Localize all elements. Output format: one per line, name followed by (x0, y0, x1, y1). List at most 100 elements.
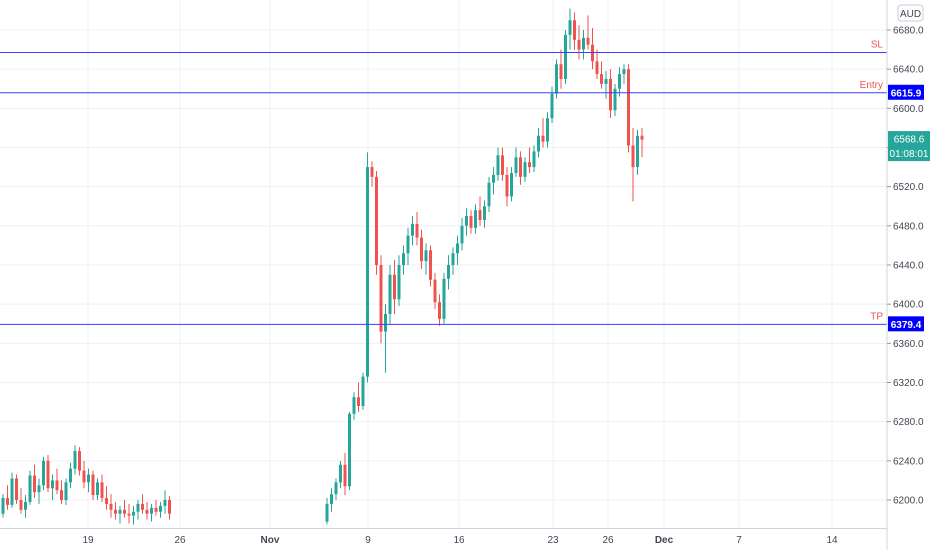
candle-57 (411, 216, 414, 246)
candle-23 (105, 486, 108, 510)
candle-body-34 (154, 507, 158, 512)
candle-29 (132, 505, 135, 525)
y-tick-label-8: 6520.0 (893, 182, 924, 193)
candle-104 (622, 64, 626, 84)
candle-70 (469, 210, 473, 234)
candle-body-23 (105, 498, 108, 504)
candle-body-87 (546, 118, 549, 142)
candle-body-88 (550, 93, 554, 119)
candle-30 (136, 500, 140, 520)
y-tick-label-2: 6280.0 (893, 417, 924, 428)
candle-40 (334, 478, 338, 500)
candle-body-96 (586, 37, 590, 45)
candle-body-98 (595, 61, 599, 75)
last-price-countdown: 01:08:01 (890, 149, 929, 160)
candle-105 (627, 64, 630, 153)
candle-body-63 (438, 302, 441, 319)
candle-body-69 (465, 216, 468, 226)
candle-13 (60, 480, 63, 504)
candle-99 (600, 61, 603, 89)
candle-body-100 (604, 78, 608, 84)
candle-body-79 (510, 172, 513, 197)
candle-body-22 (100, 482, 104, 499)
candle-45 (357, 382, 360, 412)
candle-body-20 (91, 474, 95, 496)
candle-body-41 (339, 464, 342, 483)
candle-77 (501, 147, 504, 181)
candle-body-36 (163, 500, 167, 506)
candle-body-35 (159, 505, 162, 512)
candle-106 (631, 127, 635, 202)
candle-body-8 (37, 485, 41, 493)
candle-19 (87, 468, 90, 493)
candle-body-19 (87, 474, 90, 483)
candle-78 (505, 167, 509, 207)
candle-74 (487, 176, 491, 213)
candle-body-21 (96, 482, 99, 496)
candle-body-75 (492, 174, 495, 183)
currency-label: AUD (900, 9, 921, 20)
level-badge-entry: 6615.9 (888, 84, 924, 100)
candle-body-57 (411, 223, 414, 236)
candle-56 (406, 227, 410, 265)
y-tick-label-3: 6320.0 (893, 378, 924, 389)
candle-18 (82, 460, 86, 489)
levels: SL Entry TP (0, 40, 887, 325)
candle-90 (559, 49, 563, 89)
level-label-tp: TP (870, 311, 883, 322)
candle-body-94 (577, 39, 581, 50)
candle-body-30 (136, 503, 140, 512)
candle-14 (64, 478, 68, 505)
candle-36 (163, 490, 167, 514)
candle-72 (478, 196, 482, 226)
currency-button[interactable]: AUD (897, 4, 924, 22)
y-tick-label-1: 6240.0 (893, 456, 924, 467)
x-axis-ticks: 19 26 Nov 9 16 23 26 Dec 7 14 (82, 535, 838, 546)
candle-85 (537, 127, 540, 158)
candle-101 (609, 69, 612, 119)
candle-48 (370, 161, 374, 187)
candle-body-25 (114, 509, 117, 514)
candle-83 (528, 147, 531, 173)
candle-body-47 (366, 167, 369, 377)
candle-58 (415, 212, 419, 246)
candle-body-105 (627, 69, 630, 146)
candle-52 (388, 265, 392, 324)
candle-body-5 (24, 501, 27, 510)
candle-body-15 (69, 468, 72, 483)
candle-body-11 (51, 480, 54, 489)
candle-body-64 (442, 278, 446, 319)
candle-15 (69, 462, 72, 489)
y-tick-label-7: 6480.0 (893, 221, 924, 232)
x-tick-label-5: 23 (547, 535, 559, 546)
y-tick-label-6: 6440.0 (893, 261, 924, 272)
y-tick-label-0: 6200.0 (893, 496, 924, 507)
candle-92 (568, 8, 572, 50)
candle-69 (465, 208, 468, 236)
candle-body-102 (613, 88, 617, 111)
candle-84 (532, 145, 536, 172)
candle-4 (19, 488, 23, 514)
candle-body-40 (334, 482, 338, 495)
candle-body-24 (109, 503, 113, 510)
candle-body-53 (393, 274, 396, 300)
candle-73 (483, 200, 486, 228)
candle-3 (15, 474, 18, 504)
candle-62 (433, 272, 437, 310)
candle-50 (379, 255, 383, 344)
candle-body-1 (6, 498, 9, 505)
candle-32 (145, 501, 149, 520)
level-label-sl: SL (871, 40, 884, 51)
candle-66 (451, 247, 455, 275)
candle-body-55 (402, 253, 405, 265)
candle-body-72 (478, 210, 482, 220)
candle-body-6 (28, 475, 32, 502)
candle-body-84 (532, 151, 536, 168)
candle-86 (541, 118, 545, 148)
candle-96 (586, 15, 590, 50)
candle-body-76 (496, 155, 500, 175)
candle-body-27 (123, 509, 126, 514)
